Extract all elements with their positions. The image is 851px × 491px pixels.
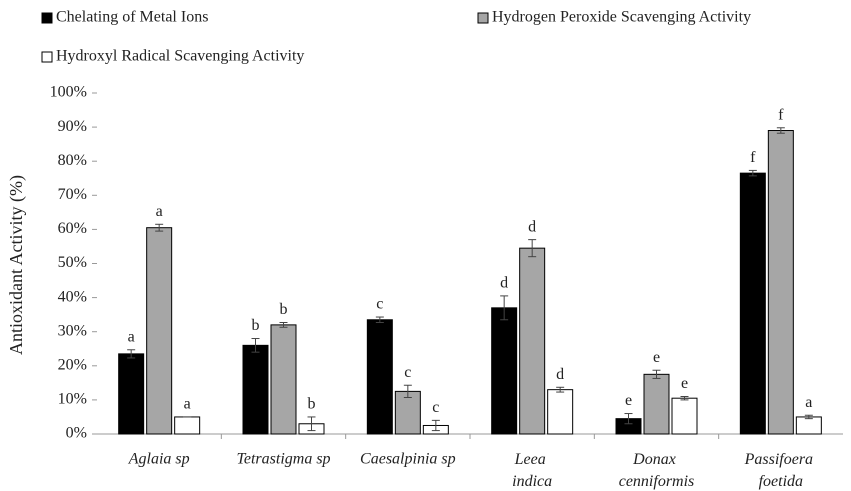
x-tick-label-line: indica: [512, 473, 552, 490]
significance-letter: f: [778, 106, 784, 123]
y-tick-label: 80%: [58, 152, 87, 169]
significance-letter: c: [432, 399, 439, 416]
significance-letter: f: [750, 149, 756, 166]
legend-swatch: [41, 12, 53, 24]
significance-letter: a: [128, 328, 135, 345]
bar: [767, 130, 794, 435]
x-tick-label-line: cenniformis: [619, 473, 695, 490]
significance-letter: c: [376, 296, 383, 313]
significance-letter: b: [252, 317, 260, 334]
bar: [174, 416, 201, 435]
bar: [739, 172, 766, 435]
x-tick-label: Aglaia sp: [128, 451, 190, 468]
legend-swatch: [41, 51, 53, 63]
legend-label: Chelating of Metal Ions: [56, 9, 208, 26]
legend-label: Hydroxyl Radical Scavenging Activity: [56, 48, 304, 65]
bar: [118, 353, 145, 435]
significance-letter: e: [653, 349, 660, 366]
bar: [643, 373, 670, 435]
y-tick-label: 50%: [58, 254, 87, 271]
significance-letter: e: [681, 375, 688, 392]
y-axis-label: Antioxidant Activity (%): [6, 175, 27, 355]
bar: [394, 390, 421, 435]
y-tick-label: 70%: [58, 186, 87, 203]
significance-letter: a: [156, 203, 163, 220]
x-tick-label-line: foetida: [759, 473, 803, 490]
significance-letter: b: [308, 396, 316, 413]
x-tick-label: Leea indica: [512, 451, 552, 490]
bar: [519, 247, 546, 435]
x-tick-label: Passifoera foetida: [744, 451, 817, 490]
y-tick-label: 40%: [58, 288, 87, 305]
y-tick-label: 20%: [58, 356, 87, 373]
bar: [146, 227, 173, 435]
y-tick-label: 100%: [50, 84, 87, 101]
bar: [491, 307, 518, 435]
bar: [242, 344, 269, 435]
x-tick-label-line: Leea: [514, 451, 550, 468]
bar: [671, 397, 698, 435]
bar: [270, 324, 297, 435]
legend-label: Hydrogen Peroxide Scavenging Activity: [492, 9, 751, 26]
significance-letter: b: [280, 301, 288, 318]
y-tick-label: 90%: [58, 118, 87, 135]
y-tick-label: 10%: [58, 391, 87, 408]
significance-letter: a: [184, 396, 191, 413]
x-tick-label: Caesalpinia sp: [360, 451, 456, 468]
significance-letter: a: [805, 394, 812, 411]
bar: [547, 389, 574, 435]
x-tick-label-line: Passifoera: [744, 451, 817, 468]
significance-letter: d: [528, 218, 536, 235]
y-tick-label: 60%: [58, 220, 87, 237]
x-tick-label: Donax cenniformis: [619, 451, 695, 490]
significance-letter: d: [556, 366, 564, 383]
x-tick-label-line: Donax: [632, 451, 680, 468]
significance-letter: c: [404, 364, 411, 381]
significance-letter: d: [500, 275, 508, 292]
x-tick-label: Tetrastigma sp: [236, 451, 330, 468]
legend-swatch: [477, 12, 489, 24]
significance-letter: e: [625, 392, 632, 409]
y-tick-label: 0%: [66, 425, 87, 442]
bar: [795, 416, 822, 435]
bar: [366, 319, 393, 435]
y-tick-label: 30%: [58, 322, 87, 339]
